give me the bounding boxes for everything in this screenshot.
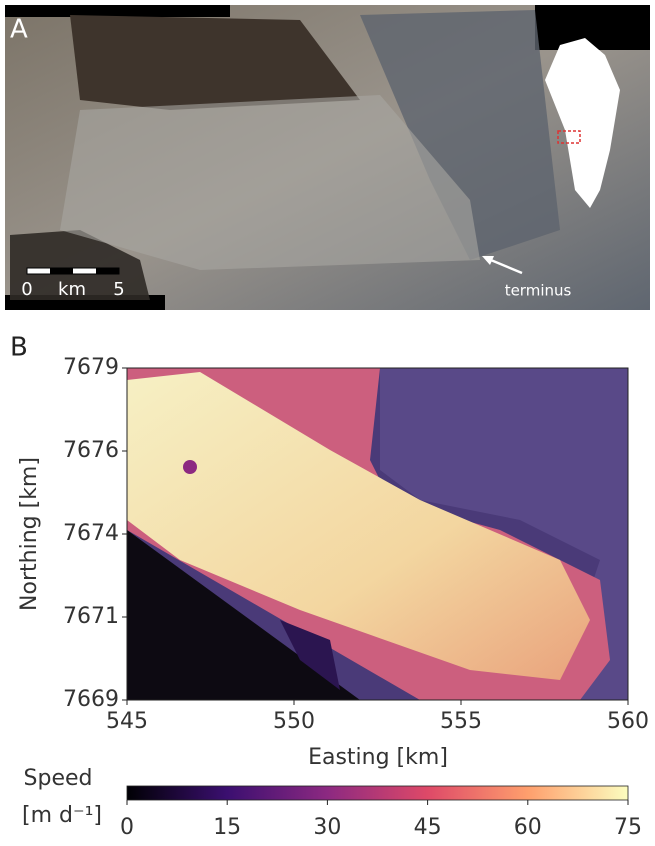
colorbar-tick-label: 30 — [313, 815, 341, 840]
speed-map — [126, 367, 629, 701]
panel-label: A — [10, 15, 28, 45]
scale-start: 0 — [21, 279, 32, 300]
scale-unit: km — [58, 279, 86, 300]
y-tick-label: 7679 — [63, 355, 119, 380]
colorbar-label: Speed — [24, 766, 93, 791]
y-axis-label: Northing [km] — [17, 457, 42, 611]
panel-label: B — [10, 333, 28, 363]
colorbar — [126, 785, 629, 801]
colorbar-tick-label: 0 — [120, 815, 134, 840]
x-tick-label: 555 — [440, 709, 482, 734]
colorbar-units: [m d⁻¹] — [22, 803, 102, 828]
x-tick-label: 550 — [273, 709, 315, 734]
y-tick-label: 7676 — [63, 438, 119, 463]
x-tick-label: 545 — [106, 709, 148, 734]
colorbar-tick-label: 45 — [414, 815, 442, 840]
colorbar-tick-label: 60 — [514, 815, 542, 840]
scale-end: 5 — [113, 279, 124, 300]
x-tick-label: 560 — [607, 709, 649, 734]
y-tick-label: 7674 — [63, 521, 119, 546]
annotation: terminus — [505, 282, 572, 300]
y-tick-label: 7669 — [63, 687, 119, 712]
satellite-image — [5, 5, 650, 310]
x-axis-label: Easting [km] — [308, 745, 448, 770]
colorbar-tick-label: 75 — [614, 815, 642, 840]
y-tick-label: 7671 — [63, 604, 119, 629]
colorbar-tick-label: 15 — [213, 815, 241, 840]
